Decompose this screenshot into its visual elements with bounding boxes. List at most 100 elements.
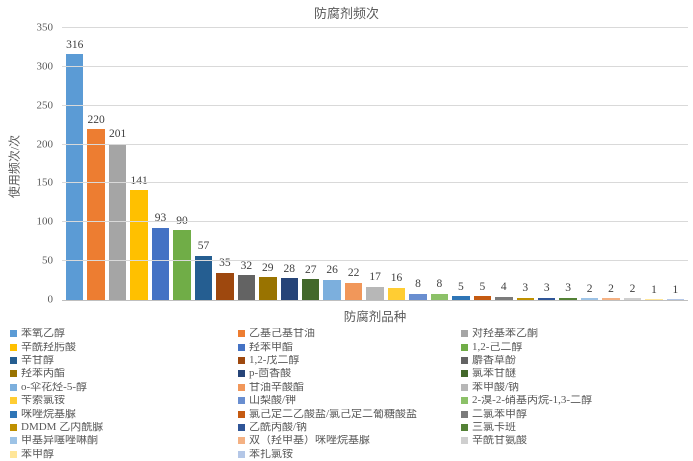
legend-label: 乙基己基甘油: [249, 328, 315, 340]
bar-data-label: 2: [629, 282, 636, 295]
legend-label: 乙酰丙酸/钠: [249, 421, 308, 433]
legend-swatch: [461, 437, 468, 445]
legend-label: 氯苯甘醚: [472, 368, 516, 380]
bar: [430, 293, 449, 300]
bar-data-label: 1: [672, 283, 679, 296]
bar-data-label: 22: [347, 267, 360, 280]
legend-item: 2-溴-2-硝基丙烷-1,3-二醇: [461, 394, 691, 407]
legend-label: 苯甲酸/钠: [472, 381, 520, 393]
legend-item: o-伞花烃-5-醇: [10, 381, 238, 394]
legend-swatch: [461, 383, 468, 391]
legend-swatch: [10, 410, 17, 418]
legend-item: 苯氧乙醇: [10, 327, 238, 340]
legend-item: 双（羟甲基）咪唑烷基脲: [238, 434, 461, 447]
bar-data-label: 4: [500, 281, 507, 294]
chart-title: 防腐剂频次: [313, 6, 379, 21]
bar-slot: 1: [666, 28, 685, 300]
bar: [194, 255, 213, 300]
legend-item: 辛甘醇: [10, 354, 238, 367]
bar: [387, 287, 406, 300]
legend-item: 乙酰丙酸/钠: [238, 421, 461, 434]
legend-item: 辛酰羟肟酸: [10, 340, 238, 353]
bar: [66, 54, 84, 300]
bar-data-label: 57: [197, 240, 210, 253]
legend-swatch: [10, 370, 17, 378]
bar-slot: 90: [173, 28, 191, 300]
bar-slot: 2: [602, 28, 620, 300]
legend-swatch: [238, 330, 245, 338]
bar: [280, 278, 298, 300]
bar-data-label: 1: [651, 283, 657, 296]
bar: [173, 230, 191, 300]
bar: [130, 190, 148, 300]
bar: [259, 277, 277, 300]
gridline: [62, 260, 688, 262]
bar: [366, 286, 384, 300]
bar-data-label: 3: [543, 282, 550, 295]
bar-data-label: 90: [176, 214, 188, 227]
bar: [559, 297, 577, 300]
legend-label: 二氯苯甲醇: [472, 408, 527, 420]
legend-swatch: [461, 343, 468, 351]
y-axis-title: 使用频次/次: [7, 134, 22, 199]
legend-item: 咪唑烷基脲: [10, 407, 238, 420]
x-axis-title: 防腐剂品种: [343, 310, 407, 324]
legend-item: 对羟基苯乙酮: [461, 327, 691, 340]
legend-swatch: [238, 343, 245, 351]
legend-swatch: [238, 397, 245, 405]
legend-label: 氯己定二乙酸盐/氯己定二葡糖酸盐: [249, 408, 418, 420]
legend-swatch: [238, 450, 245, 458]
legend-label: 甘油辛酸酯: [249, 381, 304, 393]
bar-slot: 22: [344, 28, 363, 300]
legend-swatch: [461, 330, 468, 338]
legend-item: 1,2-己二醇: [461, 340, 691, 353]
bar-data-label: 35: [219, 257, 231, 270]
bar-slot: 316: [66, 28, 84, 300]
y-axis-tick-label: 350: [36, 21, 54, 34]
bar-slot: 4: [495, 28, 513, 300]
legend-label: 对羟基苯乙酮: [472, 328, 538, 340]
y-axis-tick-label: 50: [42, 254, 53, 267]
legend-label: 2-溴-2-硝基丙烷-1,3-二醇: [472, 395, 593, 407]
legend-label: 羟苯丙酯: [21, 368, 65, 380]
bar-data-label: 5: [479, 280, 486, 293]
legend-label: 羟苯甲酯: [249, 341, 293, 353]
bar: [87, 129, 105, 300]
y-axis-tick-label: 200: [36, 138, 54, 151]
bar-data-label: 3: [522, 282, 529, 295]
y-axis-tick-label: 150: [36, 176, 54, 189]
gridline: [62, 143, 688, 145]
legend-swatch: [461, 423, 468, 431]
legend-label: 苯扎氯铵: [249, 448, 293, 460]
bar: [602, 298, 620, 300]
bar: [301, 279, 320, 300]
legend-label: p-茴香酸: [249, 368, 292, 380]
legend-item: DMDM 乙内酰脲: [10, 421, 238, 434]
bar-slot: 5: [452, 28, 470, 300]
bar-slot: 93: [151, 28, 170, 300]
bar: [473, 296, 492, 300]
bar-slot: 17: [366, 28, 384, 300]
bar-slot: 2: [580, 28, 599, 300]
bar: [645, 299, 663, 300]
bar: [237, 275, 256, 300]
bar-data-label: 201: [109, 128, 127, 141]
bar-slot: 28: [280, 28, 298, 300]
bar-slot: 5: [473, 28, 492, 300]
bar: [516, 297, 534, 300]
legend-item: 羟苯丙酯: [10, 367, 238, 380]
legend-label: 苯甲醇: [21, 448, 54, 460]
y-axis-tick-label: 250: [36, 99, 54, 112]
legend-swatch: [461, 410, 468, 418]
legend-item: 甲基异噻唑啉酮: [10, 434, 238, 447]
bar-data-label: 28: [283, 262, 296, 275]
bar-data-label: 316: [66, 38, 84, 51]
legend-swatch: [238, 356, 245, 364]
legend-item: 苄索氯铵: [10, 394, 238, 407]
bar: [537, 297, 556, 300]
bar: [216, 272, 234, 300]
legend-item: 乙基己基甘油: [238, 327, 461, 340]
legend-swatch: [10, 397, 17, 405]
bar-slot: 8: [409, 28, 427, 300]
legend-item: 山梨酸/钾: [238, 394, 461, 407]
